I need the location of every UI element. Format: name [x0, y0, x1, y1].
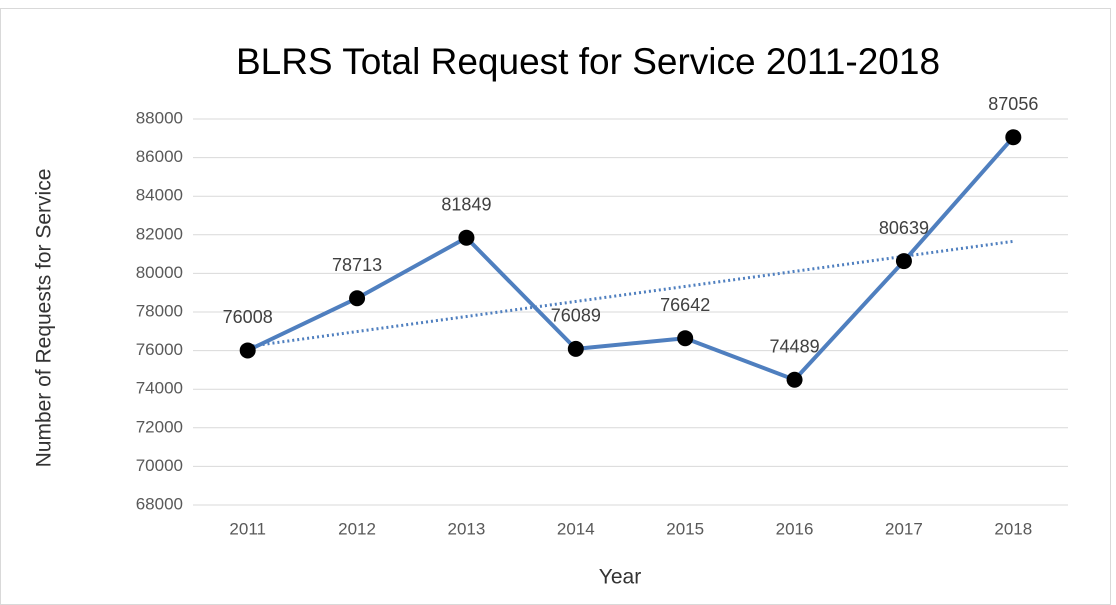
chart-title: BLRS Total Request for Service 2011-2018 [236, 41, 940, 82]
y-tick-label: 82000 [136, 224, 183, 243]
x-tick-label: 2017 [885, 519, 923, 538]
data-label: 81849 [441, 194, 491, 214]
data-point [458, 229, 475, 246]
x-tick-label: 2014 [557, 519, 595, 538]
data-label: 80639 [879, 218, 929, 238]
y-tick-label: 70000 [136, 456, 183, 475]
y-tick-label: 86000 [136, 147, 183, 166]
y-tick-label: 76000 [136, 340, 183, 359]
data-point [677, 330, 694, 347]
y-axis-label: Number of Requests for Service [33, 169, 56, 468]
data-point [786, 371, 803, 388]
data-point [349, 290, 366, 307]
data-label: 76642 [660, 295, 710, 315]
data-label: 76008 [223, 307, 273, 327]
x-tick-label: 2011 [229, 519, 266, 538]
data-point [567, 340, 584, 357]
x-tick-label: 2018 [994, 519, 1032, 538]
y-tick-label: 88000 [136, 108, 183, 127]
data-label: 74489 [770, 337, 820, 357]
y-tick-label: 68000 [136, 494, 183, 513]
y-tick-label: 78000 [136, 301, 183, 320]
x-tick-label: 2013 [448, 519, 486, 538]
data-point [1005, 129, 1022, 146]
y-tick-label: 74000 [136, 379, 183, 398]
trendline [247, 239, 1014, 349]
x-tick-label: 2015 [666, 519, 704, 538]
data-point [895, 253, 912, 270]
x-tick-label: 2016 [776, 519, 814, 538]
y-tick-label: 80000 [136, 263, 183, 282]
data-point [239, 342, 256, 359]
y-tick-label: 72000 [136, 417, 183, 436]
y-tick-label: 84000 [136, 186, 183, 205]
data-line [246, 135, 1015, 382]
data-label: 78713 [332, 255, 382, 275]
data-label: 76089 [551, 306, 601, 326]
data-label: 87056 [988, 94, 1038, 114]
x-tick-label: 2012 [338, 519, 376, 538]
x-axis-label: Year [599, 566, 641, 589]
